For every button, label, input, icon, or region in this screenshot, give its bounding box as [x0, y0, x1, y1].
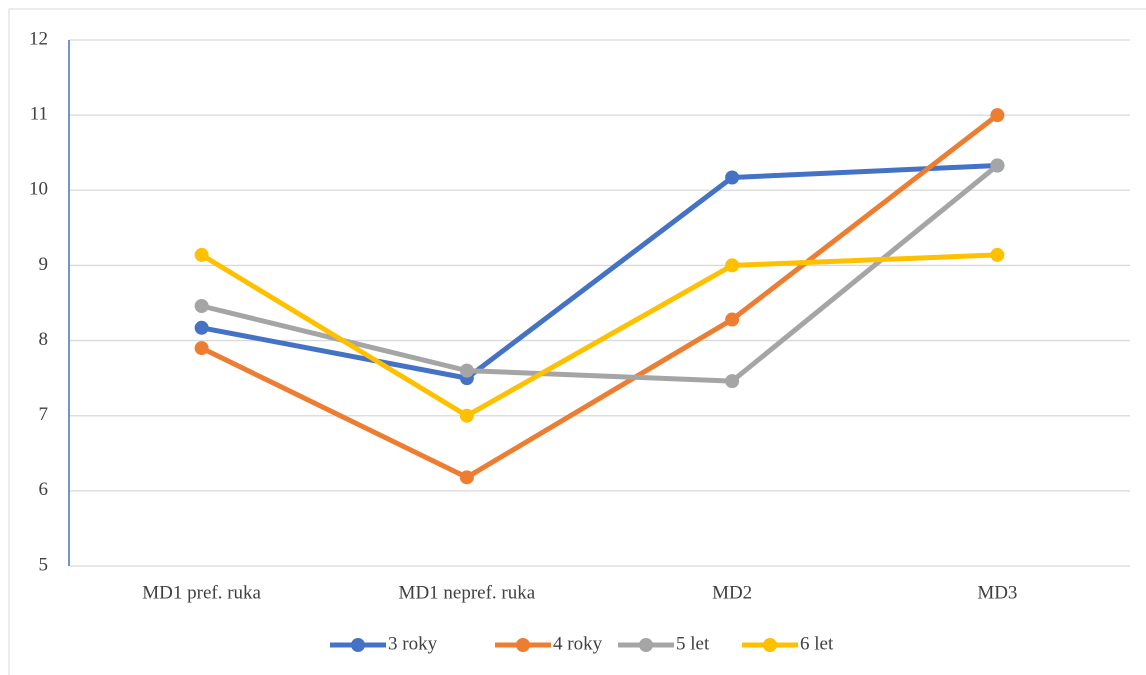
x-tick-label: MD1 nepref. ruka	[399, 582, 536, 603]
y-tick-label: 11	[30, 104, 48, 125]
y-tick-label: 10	[29, 179, 48, 200]
legend-label: 3 roky	[388, 633, 438, 654]
data-point	[194, 299, 209, 314]
data-point	[459, 408, 474, 423]
y-tick-label: 9	[39, 254, 49, 275]
x-tick-label: MD1 pref. ruka	[142, 582, 261, 603]
y-tick-label: 7	[39, 404, 49, 425]
series-line	[200, 113, 999, 480]
data-point	[459, 470, 474, 485]
data-point	[725, 170, 740, 185]
data-point	[194, 247, 209, 262]
legend-marker	[516, 638, 530, 652]
y-tick-label: 12	[29, 28, 48, 49]
data-point	[725, 374, 740, 389]
y-tick-label: 8	[39, 329, 49, 350]
legend-marker	[639, 638, 653, 652]
chart-border	[8, 8, 1146, 675]
x-tick-label: MD3	[977, 582, 1017, 603]
legend-marker	[351, 638, 365, 652]
legend-label: 6 let	[800, 633, 834, 654]
series-line	[200, 252, 998, 419]
series-line	[201, 162, 998, 381]
y-tick-label: 5	[39, 554, 49, 575]
data-point	[990, 158, 1005, 173]
y-tick-label: 6	[39, 479, 49, 500]
data-point	[725, 258, 740, 273]
legend-label: 4 roky	[553, 633, 603, 654]
legend-label: 5 let	[676, 633, 710, 654]
data-point	[725, 312, 740, 327]
data-point	[194, 320, 209, 335]
data-point	[990, 247, 1005, 262]
x-tick-label: MD2	[712, 582, 752, 603]
legend-marker	[763, 638, 777, 652]
data-point	[990, 108, 1005, 123]
data-point	[194, 341, 209, 356]
data-point	[459, 363, 474, 378]
series-line	[201, 163, 999, 384]
